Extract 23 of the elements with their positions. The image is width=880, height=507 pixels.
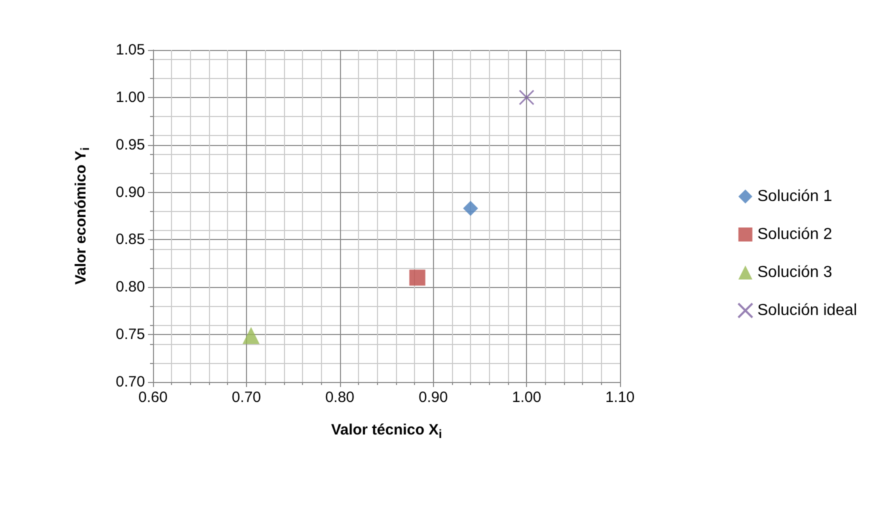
y-tick-label: 1.05 xyxy=(116,42,145,58)
y-tick-label: 0.75 xyxy=(116,326,145,344)
legend-label: Solución 2 xyxy=(757,226,832,243)
legend-label: Solución ideal xyxy=(757,302,857,319)
x-tick-label: 0.90 xyxy=(418,389,448,406)
point xyxy=(242,327,260,344)
x-tick-label: 0.80 xyxy=(325,389,354,406)
y-tick-label: 0.95 xyxy=(116,136,145,154)
y-tick-label: 0.70 xyxy=(116,374,145,390)
y-tick-label: 1.00 xyxy=(116,88,145,106)
x-tick-label: 0.70 xyxy=(232,389,261,406)
point xyxy=(518,90,534,106)
y-tick-label: 0.90 xyxy=(116,184,145,201)
legend-label: Solución 1 xyxy=(757,188,832,205)
x-tick-label: 0.60 xyxy=(138,389,168,406)
point xyxy=(463,200,478,216)
y-tick-label: 0.85 xyxy=(116,231,145,248)
x-tick-label: 1.00 xyxy=(512,389,542,406)
legend-label: Solución 3 xyxy=(757,264,832,281)
y-tick-label: 0.80 xyxy=(116,278,145,296)
x-tick-label: 1.10 xyxy=(605,389,635,406)
y-axis-title: Valor económico Yi xyxy=(72,147,92,285)
point xyxy=(409,270,426,286)
